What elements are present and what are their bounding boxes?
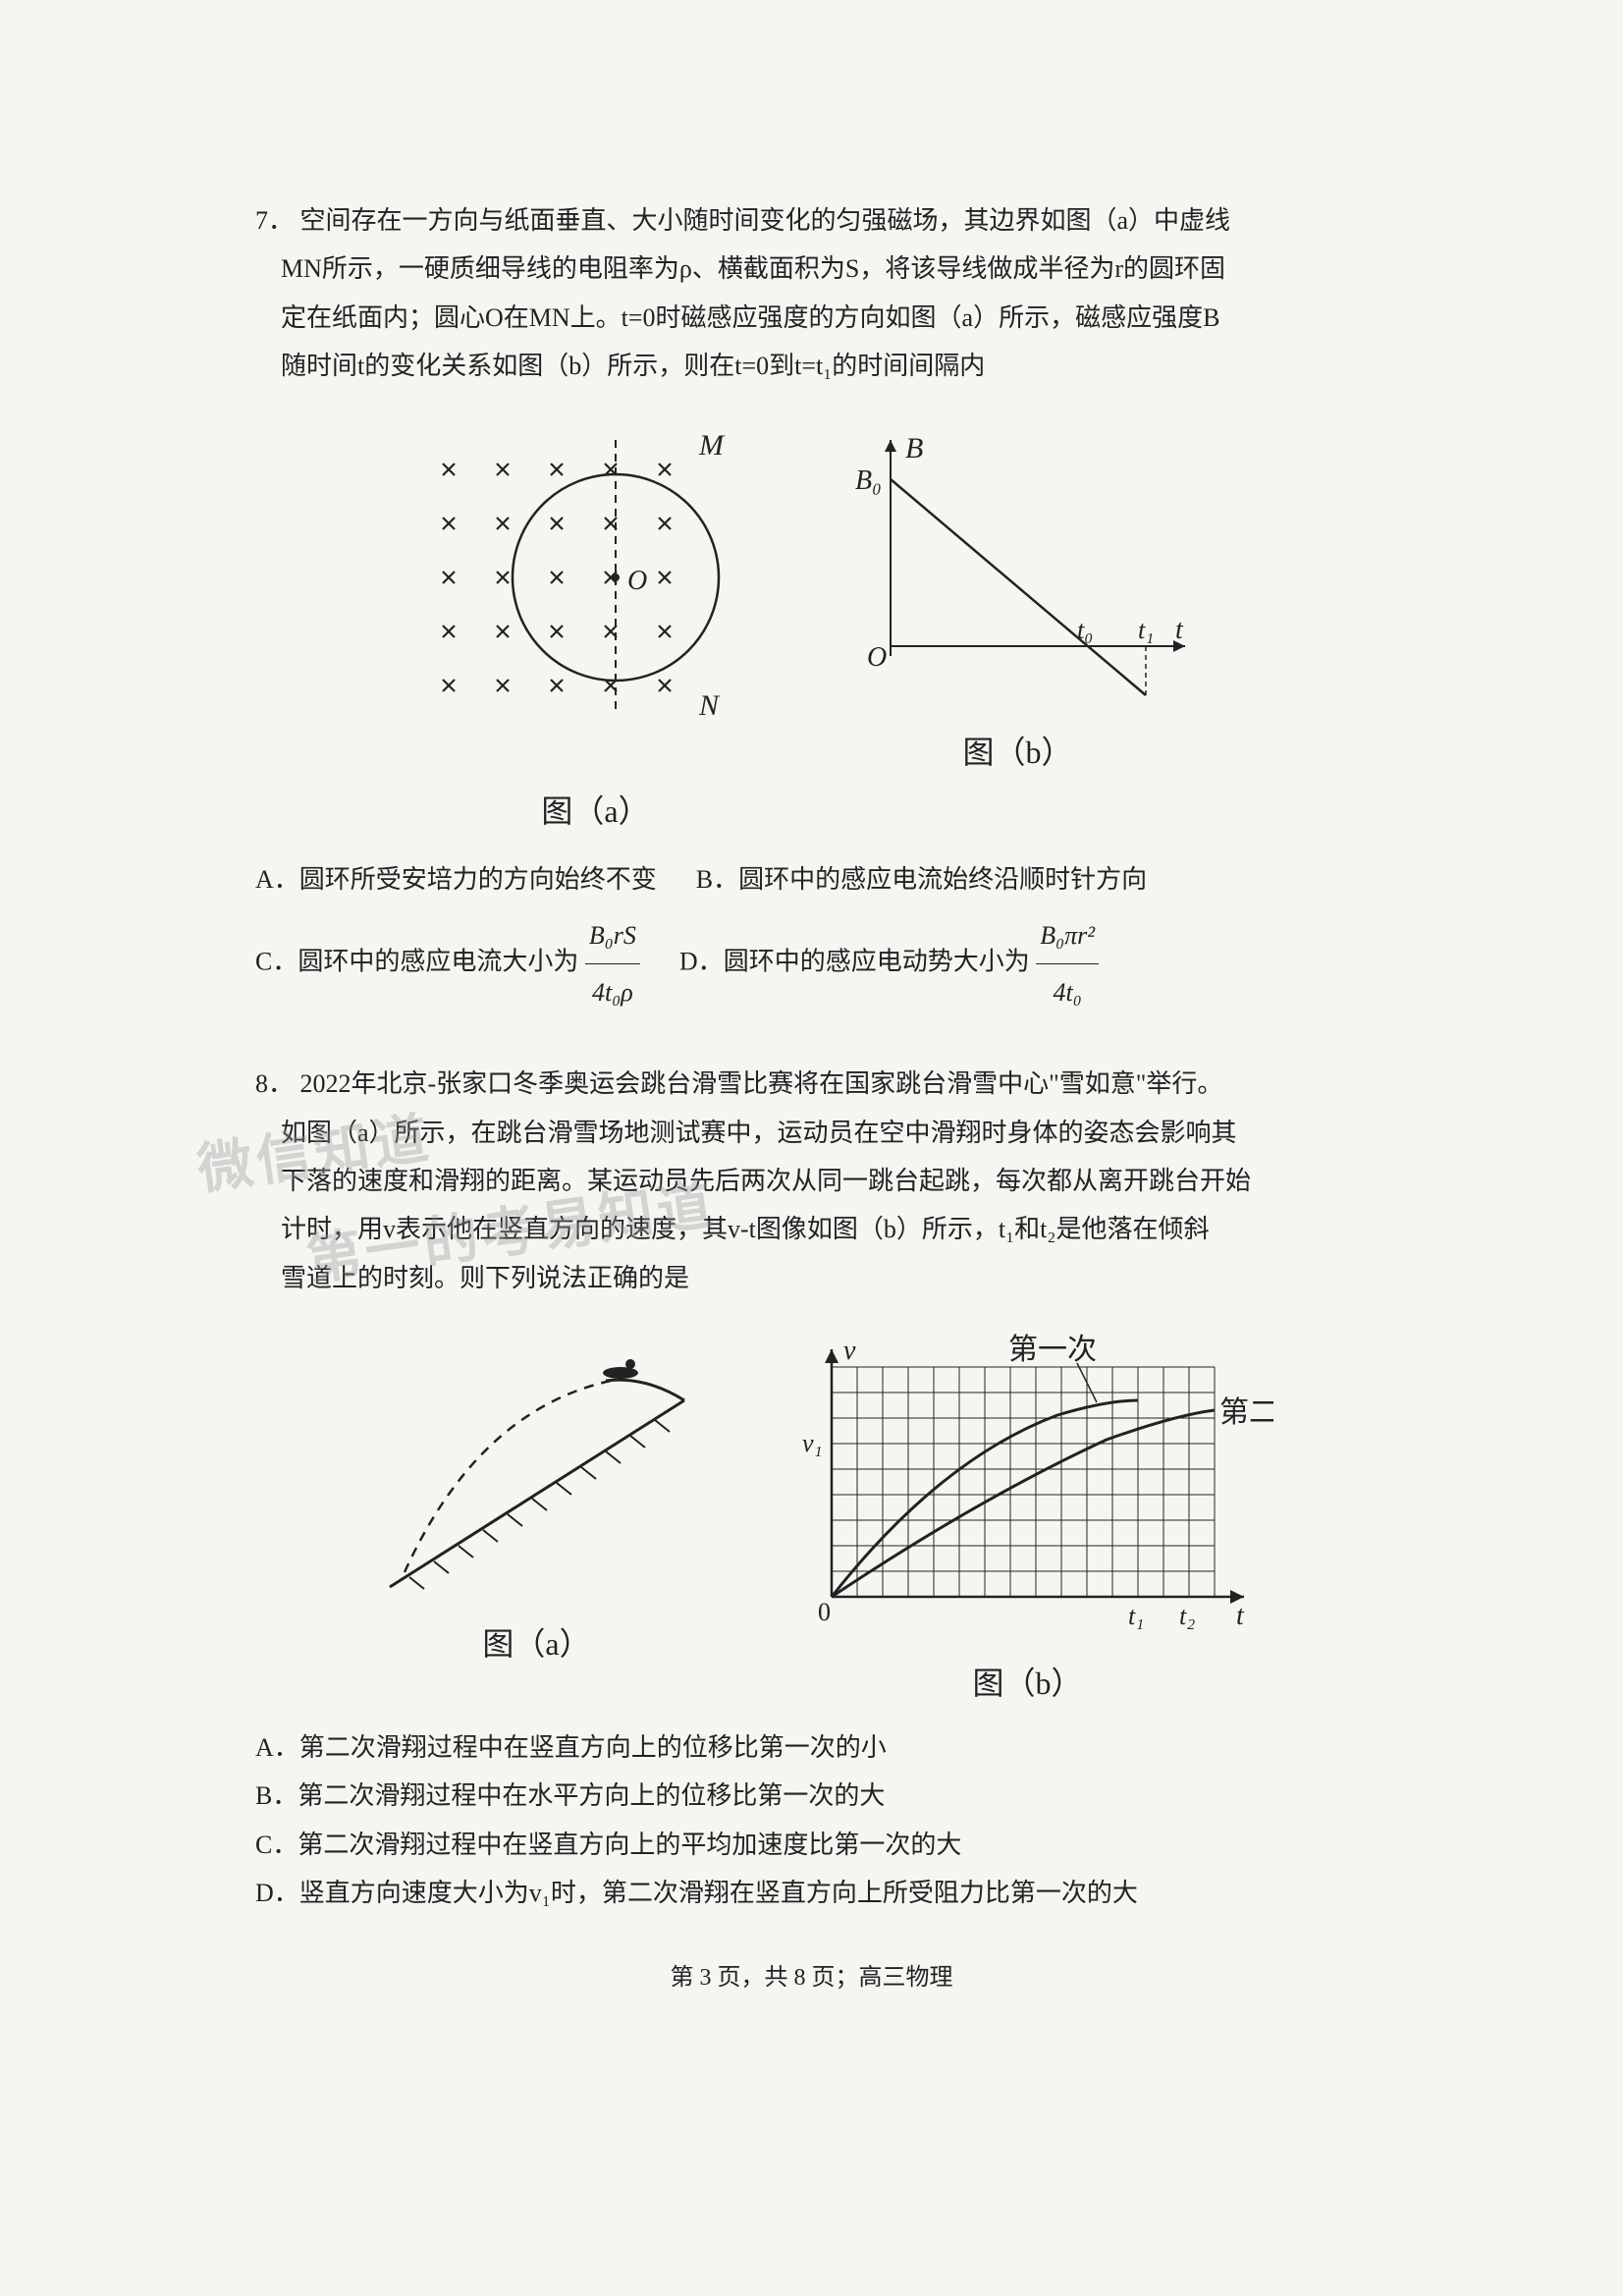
q7-figure-a: M N O 图（a） bbox=[419, 420, 773, 832]
q8-opt-A-text: 第二次滑翔过程中在竖直方向上的位移比第一次的小 bbox=[299, 1733, 887, 1762]
q7-opt-D-frac: B₀πr² 4t₀ bbox=[1036, 907, 1099, 1020]
q7-line2: MN所示，一硬质细导线的电阻率为ρ、横截面积为S，将该导线做成半径为r的圆环固 bbox=[255, 254, 1225, 283]
q8-opt-D: D．竖直方向速度大小为v₁时，第二次滑翔在竖直方向上所受阻力比第一次的大 bbox=[255, 1869, 1368, 1917]
label-t1: t₁ bbox=[1138, 616, 1154, 644]
q7-opt-D-text: 圆环中的感应电动势大小为 bbox=[724, 947, 1030, 975]
q8-line5: 雪道上的时刻。则下列说法正确的是 bbox=[255, 1264, 689, 1292]
label-first: 第一次 bbox=[1008, 1334, 1097, 1366]
q7-opt-B-text: 圆环中的感应电流始终沿顺时针方向 bbox=[738, 865, 1147, 894]
q8-options: A．第二次滑翔过程中在竖直方向上的位移比第一次的小 B．第二次滑翔过程中在水平方… bbox=[255, 1723, 1368, 1918]
q8-fig-a-svg bbox=[351, 1332, 724, 1607]
q8-opt-B-text: 第二次滑翔过程中在水平方向上的位移比第一次的大 bbox=[298, 1781, 885, 1810]
q8-fig-b-caption: 图（b） bbox=[783, 1659, 1273, 1704]
q8-text: 8． 2022年北京-张家口冬季奥运会跳台滑雪比赛将在国家跳台滑雪中心"雪如意"… bbox=[255, 1060, 1368, 1302]
q7-figures: M N O 图（a） B B₀ O bbox=[255, 420, 1368, 832]
q7-line4: 随时间t的变化关系如图（b）所示，则在t=0到t=t₁的时间间隔内 bbox=[255, 352, 985, 380]
q7-line3: 定在纸面内；圆心O在MN上。t=0时磁感应强度的方向如图（a）所示，磁感应强度B bbox=[255, 303, 1219, 332]
label-second: 第二次 bbox=[1219, 1396, 1273, 1429]
q7-fig-b-caption: 图（b） bbox=[832, 728, 1205, 773]
q7-fig-a-caption: 图（a） bbox=[419, 787, 773, 832]
q8-number: 8． bbox=[255, 1069, 294, 1098]
q8-opt-B: B．第二次滑翔过程中在水平方向上的位移比第一次的大 bbox=[255, 1772, 1368, 1820]
q8-opt-C: C．第二次滑翔过程中在竖直方向上的平均加速度比第一次的大 bbox=[255, 1821, 1368, 1869]
q7-C-den: 4t₀ρ bbox=[585, 964, 640, 1020]
q7-options: A．圆环所受安培力的方向始终不变 B．圆环中的感应电流始终沿顺时针方向 C．圆环… bbox=[255, 851, 1368, 1021]
q7-opt-A-text: 圆环所受安培力的方向始终不变 bbox=[299, 865, 657, 894]
q7-fig-b-svg: B B₀ O t₀ t₁ t bbox=[832, 420, 1205, 715]
label-M: M bbox=[698, 429, 726, 462]
label-B0: B₀ bbox=[855, 465, 882, 496]
q8-opt-D-text: 竖直方向速度大小为v₁时，第二次滑翔在竖直方向上所受阻力比第一次的大 bbox=[299, 1879, 1138, 1907]
label-N: N bbox=[698, 689, 721, 722]
curve-second bbox=[832, 1410, 1215, 1597]
q8-line3: 下落的速度和滑翔的距离。某运动员先后两次从同一跳台起跳，每次都从离开跳台开始 bbox=[255, 1167, 1251, 1195]
q8-opt-C-text: 第二次滑翔过程中在竖直方向上的平均加速度比第一次的大 bbox=[298, 1831, 961, 1859]
q8-figure-a: 图（a） bbox=[351, 1332, 724, 1704]
label-Ob: O bbox=[867, 642, 887, 673]
q7-opt-C: C．圆环中的感应电流大小为 B₀rS 4t₀ρ bbox=[255, 907, 640, 1020]
label-B: B bbox=[905, 432, 923, 465]
q8-line2: 如图（a）所示，在跳台滑雪场地测试赛中，运动员在空中滑翔时身体的姿态会影响其 bbox=[255, 1119, 1237, 1147]
q8-fig-b-svg: v v₁ 0 t₁ t₂ t 第一次 第二次 bbox=[783, 1332, 1273, 1646]
label-O: O bbox=[627, 566, 647, 596]
q7-figure-b: B B₀ O t₀ t₁ t 图（b） bbox=[832, 420, 1205, 832]
page-footer: 第 3 页，共 8 页；高三物理 bbox=[255, 1957, 1368, 1992]
label-t2: t₂ bbox=[1179, 1602, 1195, 1630]
q7-opt-C-frac: B₀rS 4t₀ρ bbox=[585, 907, 640, 1020]
q7-opt-D: D．圆环中的感应电动势大小为 B₀πr² 4t₀ bbox=[679, 907, 1099, 1020]
trajectory-dash bbox=[405, 1381, 611, 1572]
center-dot bbox=[612, 574, 620, 581]
q8-figures: 图（a） bbox=[255, 1332, 1368, 1704]
label-t: t bbox=[1175, 615, 1184, 645]
q8-opt-A: A．第二次滑翔过程中在竖直方向上的位移比第一次的小 bbox=[255, 1723, 1368, 1772]
label-t0: t₀ bbox=[1077, 616, 1093, 644]
q7-C-num: B₀rS bbox=[585, 907, 640, 964]
skier-icon bbox=[603, 1359, 638, 1379]
label-t1b: t₁ bbox=[1128, 1602, 1144, 1630]
q8-line4: 计时，用v表示他在竖直方向的速度，其v-t图像如图（b）所示，t₁和t₂是他落在… bbox=[255, 1215, 1209, 1243]
q7-line1: 空间存在一方向与纸面垂直、大小随时间变化的匀强磁场，其边界如图（a）中虚线 bbox=[300, 206, 1231, 235]
label-v1: v₁ bbox=[802, 1429, 823, 1457]
q7-D-num: B₀πr² bbox=[1036, 907, 1099, 964]
q8-fig-a-caption: 图（a） bbox=[351, 1619, 724, 1665]
question-7: 7． 空间存在一方向与纸面垂直、大小随时间变化的匀强磁场，其边界如图（a）中虚线… bbox=[255, 196, 1368, 1020]
q7-fig-a-svg: M N O bbox=[419, 420, 773, 774]
q7-opt-A: A．圆环所受安培力的方向始终不变 bbox=[255, 851, 657, 907]
q7-D-den: 4t₀ bbox=[1036, 964, 1099, 1020]
b-line bbox=[891, 479, 1146, 695]
question-8: 8． 2022年北京-张家口冬季奥运会跳台滑雪比赛将在国家跳台滑雪中心"雪如意"… bbox=[255, 1060, 1368, 1918]
q7-opt-B: B．圆环中的感应电流始终沿顺时针方向 bbox=[696, 851, 1147, 907]
q8-line1: 2022年北京-张家口冬季奥运会跳台滑雪比赛将在国家跳台滑雪中心"雪如意"举行。 bbox=[300, 1069, 1223, 1098]
q7-number: 7． bbox=[255, 206, 294, 235]
label-v: v bbox=[843, 1336, 856, 1366]
q8-figure-b: v v₁ 0 t₁ t₂ t 第一次 第二次 图（b） bbox=[783, 1332, 1273, 1704]
label-O8: 0 bbox=[818, 1598, 831, 1626]
label-tb: t bbox=[1236, 1601, 1245, 1631]
q7-opt-C-text: 圆环中的感应电流大小为 bbox=[298, 947, 578, 975]
q7-text: 7． 空间存在一方向与纸面垂直、大小随时间变化的匀强磁场，其边界如图（a）中虚线… bbox=[255, 196, 1368, 391]
